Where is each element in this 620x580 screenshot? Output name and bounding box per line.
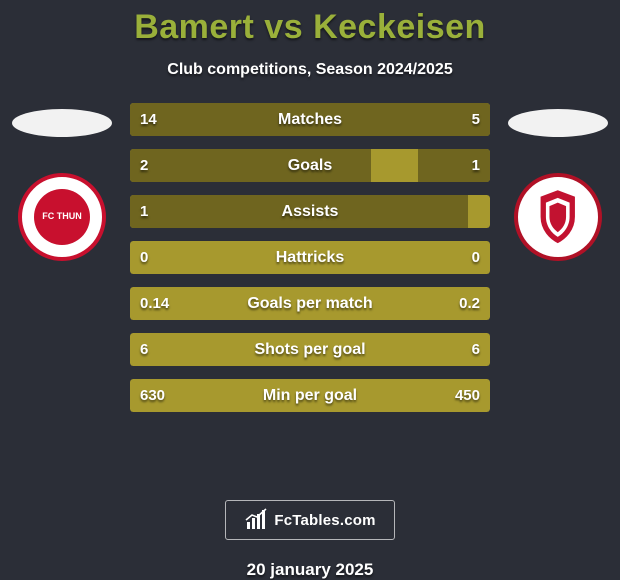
player-right-shadow bbox=[508, 109, 608, 137]
chart-icon bbox=[244, 508, 268, 532]
player-right-column bbox=[508, 109, 608, 261]
stat-row: 145Matches bbox=[130, 103, 490, 136]
stat-row: 00Hattricks bbox=[130, 241, 490, 274]
stat-label: Shots per goal bbox=[130, 333, 490, 366]
stat-label: Matches bbox=[130, 103, 490, 136]
footer-site-badge[interactable]: FcTables.com bbox=[225, 500, 395, 540]
page-subtitle: Club competitions, Season 2024/2025 bbox=[167, 61, 452, 79]
crest-left-inner: FC THUN bbox=[34, 189, 90, 245]
crest-right-inner bbox=[534, 186, 582, 248]
page-title: Bamert vs Keckeisen bbox=[134, 8, 486, 47]
stat-label: Hattricks bbox=[130, 241, 490, 274]
player-left-column: FC THUN bbox=[12, 109, 112, 261]
footer-site-label: FcTables.com bbox=[274, 512, 375, 529]
stat-label: Goals per match bbox=[130, 287, 490, 320]
crest-left: FC THUN bbox=[18, 173, 106, 261]
shield-icon bbox=[534, 186, 582, 248]
stat-row: 1Assists bbox=[130, 195, 490, 228]
stat-row: 630450Min per goal bbox=[130, 379, 490, 412]
stats-bars: 145Matches 21Goals 1Assists 00Hattricks 0.14… bbox=[130, 103, 490, 412]
stat-row: 66Shots per goal bbox=[130, 333, 490, 366]
footer-date: 20 january 2025 bbox=[247, 560, 374, 580]
comparison-card: Bamert vs Keckeisen Club competitions, S… bbox=[0, 0, 620, 580]
stat-row: 0.140.2Goals per match bbox=[130, 287, 490, 320]
player-left-shadow bbox=[12, 109, 112, 137]
stat-row: 21Goals bbox=[130, 149, 490, 182]
stat-label: Assists bbox=[130, 195, 490, 228]
crest-right bbox=[514, 173, 602, 261]
crest-left-label: FC THUN bbox=[42, 212, 82, 221]
content-area: FC THUN 145Matches 21Goals 1Assists 00Hattr… bbox=[0, 99, 620, 500]
stat-label: Goals bbox=[130, 149, 490, 182]
stat-label: Min per goal bbox=[130, 379, 490, 412]
